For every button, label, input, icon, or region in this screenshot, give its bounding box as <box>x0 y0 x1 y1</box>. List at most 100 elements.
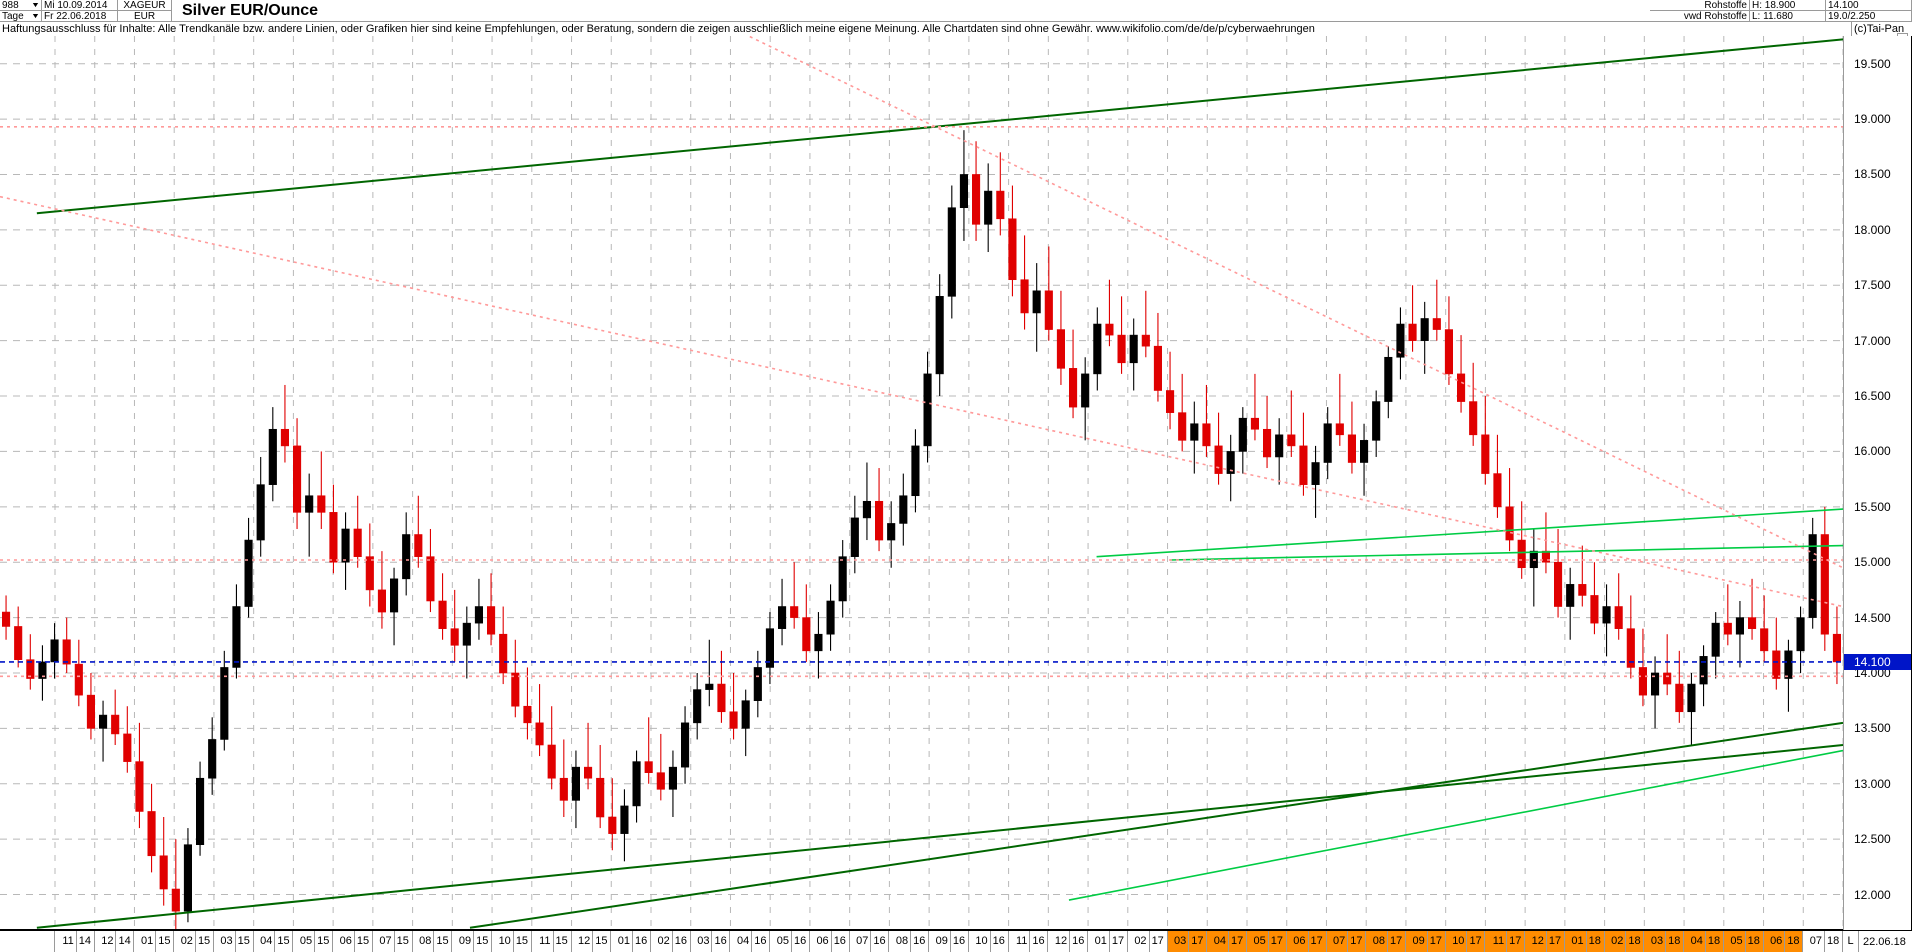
price-tick-label: 16.500 <box>1854 389 1891 404</box>
ratio-value: 19.0/2.250 <box>1826 11 1912 22</box>
current-price-marker: 14.100 <box>1844 653 1912 670</box>
date-axis-tick[interactable]: 08 15 <box>413 931 453 952</box>
date-axis-tick[interactable]: 03 16 <box>691 931 731 952</box>
date-axis-tick[interactable]: 03 17 <box>1167 931 1208 952</box>
date-month: 11 <box>62 935 74 947</box>
date-year: 17 <box>1188 931 1206 952</box>
date-axis-tick[interactable]: 12 14 <box>95 931 135 952</box>
date-axis-last: L 22.06.18 <box>1843 930 1912 952</box>
date-axis-spacer <box>0 931 55 952</box>
price-tick-label: 19.500 <box>1854 56 1891 71</box>
session-high: H: 18.900 <box>1750 0 1826 11</box>
date-axis-tick[interactable]: 06 16 <box>810 931 850 952</box>
date-year: 17 <box>1307 931 1326 952</box>
date-month: 11 <box>1015 935 1028 947</box>
date-year: 16 <box>949 931 968 952</box>
date-year: 17 <box>1267 931 1286 952</box>
date-year: 18 <box>1585 931 1604 952</box>
date-axis-tick[interactable]: 11 17 <box>1485 931 1526 952</box>
date-month: 04 <box>1690 935 1703 947</box>
date-month: 01 <box>1571 935 1584 947</box>
date-axis-tick[interactable]: 10 17 <box>1445 931 1486 952</box>
date-from-field[interactable]: Mi 10.09.2014 <box>42 0 118 11</box>
date-axis-tick[interactable]: 12 16 <box>1048 931 1089 952</box>
date-month: 06 <box>1770 935 1783 947</box>
date-month: 02 <box>1611 935 1624 947</box>
last-date-label: 22.06.18 <box>1863 935 1906 948</box>
date-axis-tick[interactable]: 06 17 <box>1286 931 1327 952</box>
date-axis-tick[interactable]: 07 15 <box>373 931 413 952</box>
date-axis-tick[interactable]: 09 15 <box>452 931 493 952</box>
date-axis-tick[interactable]: 07 16 <box>850 931 890 952</box>
gridlines <box>0 36 1843 929</box>
date-month: 03 <box>1650 935 1664 947</box>
date-axis-tick[interactable]: 02 17 <box>1128 931 1168 952</box>
date-axis-tick[interactable]: 02 16 <box>651 931 691 952</box>
date-to-field[interactable]: Fr 22.06.2018 <box>42 11 118 22</box>
date-axis-tick[interactable]: 05 17 <box>1247 931 1287 952</box>
date-axis-tick[interactable]: 05 16 <box>770 931 810 952</box>
date-axis-tick[interactable]: 04 17 <box>1207 931 1248 952</box>
date-year: 15 <box>155 931 173 952</box>
date-month: 11 <box>539 935 551 947</box>
date-month: 05 <box>776 935 789 947</box>
date-year: 15 <box>353 931 372 952</box>
date-axis-tick[interactable]: 02 18 <box>1604 931 1645 952</box>
date-axis-tick[interactable]: 01 16 <box>611 931 652 952</box>
mid-green-support <box>1068 749 1843 901</box>
bars-count-dropdown[interactable]: 988 ▼ <box>0 0 42 11</box>
date-axis-tick[interactable]: 03 15 <box>214 931 254 952</box>
date-axis-tick[interactable]: 09 17 <box>1405 931 1446 952</box>
date-axis[interactable]: 11 14 12 14 01 15 02 15 03 15 04 15 05 15 06 15 07 15 08 15… <box>0 930 1844 952</box>
date-axis-tick[interactable]: 01 18 <box>1564 931 1605 952</box>
date-year: 17 <box>1386 931 1405 952</box>
date-axis-tick[interactable]: 10 16 <box>969 931 1009 952</box>
header-right-info: Rohstoffe H: 18.900 14.100 vwd Rohstoffe… <box>1650 0 1912 22</box>
date-year: 17 <box>1148 931 1167 952</box>
price-tick-label: 19.000 <box>1854 112 1891 127</box>
date-month: 09 <box>935 935 948 947</box>
chevron-down-icon: ▼ <box>31 1 41 9</box>
date-axis-tick[interactable]: 11 15 <box>532 931 572 952</box>
date-month: 08 <box>419 935 432 947</box>
date-month: 04 <box>1213 935 1227 947</box>
date-year: 17 <box>1108 931 1127 952</box>
date-axis-tick[interactable]: 06 15 <box>333 931 373 952</box>
date-axis-tick[interactable]: 11 14 <box>55 931 95 952</box>
date-axis-tick[interactable]: 03 18 <box>1644 931 1685 952</box>
date-axis-tick[interactable]: 04 18 <box>1684 931 1724 952</box>
chart-plot-area[interactable] <box>0 36 1843 930</box>
date-axis-tick[interactable]: 07 18 <box>1803 931 1844 952</box>
date-axis-tick[interactable]: 11 16 <box>1009 931 1049 952</box>
date-year: 18 <box>1704 931 1723 952</box>
date-axis-tick[interactable]: 02 15 <box>174 931 214 952</box>
date-axis-tick[interactable]: 12 17 <box>1525 931 1565 952</box>
date-year: 15 <box>314 931 332 952</box>
date-month: 09 <box>458 935 472 947</box>
date-month: 08 <box>895 935 909 947</box>
date-axis-tick[interactable]: 07 17 <box>1326 931 1367 952</box>
date-month: 06 <box>816 935 829 947</box>
price-tick-label: 12.500 <box>1854 832 1891 847</box>
currency-field: EUR <box>118 11 172 22</box>
date-axis-tick[interactable]: 09 16 <box>929 931 969 952</box>
date-axis-tick[interactable]: 04 16 <box>730 931 771 952</box>
date-axis-tick[interactable]: 01 15 <box>134 931 175 952</box>
date-axis-tick[interactable]: 04 15 <box>254 931 294 952</box>
symbol-field: XAGEUR <box>118 0 172 11</box>
date-year: 15 <box>552 931 571 952</box>
date-year: 16 <box>632 931 650 952</box>
date-axis-tick[interactable]: 06 18 <box>1763 931 1804 952</box>
date-axis-tick[interactable]: 01 17 <box>1088 931 1128 952</box>
date-axis-tick[interactable]: 05 15 <box>293 931 334 952</box>
lower-green-trendline <box>36 744 1843 929</box>
date-axis-tick[interactable]: 08 16 <box>889 931 930 952</box>
date-axis-tick[interactable]: 12 15 <box>572 931 612 952</box>
date-axis-tick[interactable]: 05 18 <box>1723 931 1764 952</box>
price-axis[interactable]: 19.500 19.000 18.500 18.000 17.500 17.000 16.5… <box>1843 36 1912 930</box>
date-axis-tick[interactable]: 08 17 <box>1366 931 1406 952</box>
date-axis-tick[interactable]: 10 15 <box>492 931 532 952</box>
date-month: 01 <box>1094 935 1107 947</box>
page-title: Silver EUR/Ounce <box>172 0 472 22</box>
interval-dropdown[interactable]: Tage ▼ <box>0 11 42 22</box>
